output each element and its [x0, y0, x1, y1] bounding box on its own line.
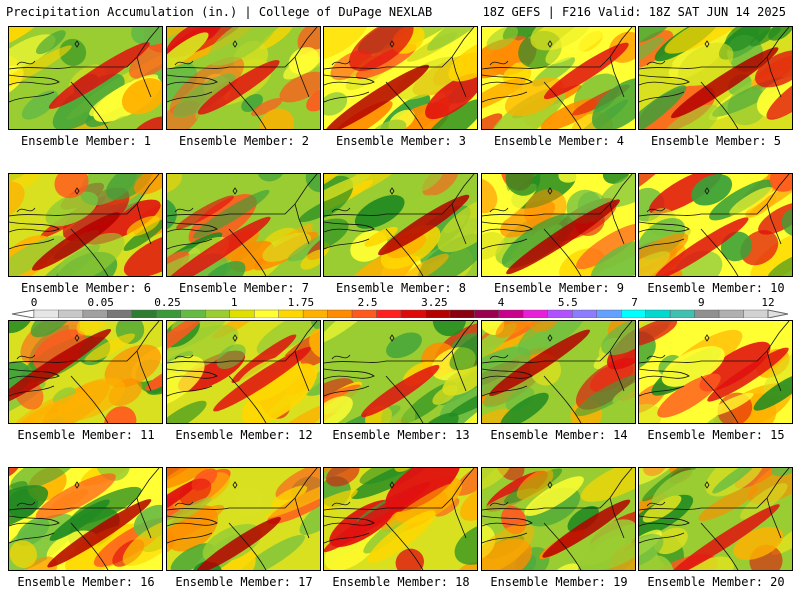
- member-map-panel: [638, 467, 793, 571]
- legend-arrow-left: [11, 309, 35, 318]
- member-label: Ensemble Member: 10: [647, 281, 785, 295]
- legend-tick-label: 1.75: [287, 296, 315, 309]
- legend-tick-label: 5.5: [557, 296, 578, 309]
- member-label: Ensemble Member: 17: [175, 575, 313, 589]
- member-label: Ensemble Member: 12: [175, 428, 313, 442]
- legend-tick-label: 0.25: [154, 296, 181, 309]
- member-map-panel: [166, 467, 321, 571]
- member-label: Ensemble Member: 15: [647, 428, 785, 442]
- legend-swatch: [449, 309, 475, 318]
- legend-swatch: [180, 309, 206, 318]
- legend-swatch: [425, 309, 451, 318]
- legend-tick-label: 7: [631, 296, 638, 309]
- legend-swatch: [523, 309, 549, 318]
- legend-tick-label: 0.05: [87, 296, 114, 309]
- member-map-panel: [166, 173, 321, 277]
- member-label: Ensemble Member: 18: [332, 575, 470, 589]
- legend-swatch: [33, 309, 59, 318]
- member-map-panel: [323, 173, 478, 277]
- legend-tick-label: 3.25: [421, 296, 448, 309]
- legend-swatch: [547, 309, 573, 318]
- member-label: Ensemble Member: 8: [335, 281, 467, 295]
- legend-swatch: [596, 309, 622, 318]
- legend-swatch: [302, 309, 328, 318]
- member-map-panel: [166, 320, 321, 424]
- legend-swatch: [351, 309, 377, 318]
- member-label: Ensemble Member: 14: [490, 428, 628, 442]
- member-map-panel: [166, 26, 321, 130]
- member-label: Ensemble Member: 4: [493, 134, 625, 148]
- legend-swatch: [82, 309, 108, 318]
- legend-swatch: [253, 309, 279, 318]
- member-map-panel: [638, 26, 793, 130]
- member-label: Ensemble Member: 13: [332, 428, 470, 442]
- member-map-panel: [323, 467, 478, 571]
- legend-swatch: [327, 309, 353, 318]
- legend-swatch: [156, 309, 182, 318]
- legend-tick-label: 1: [230, 296, 238, 309]
- member-map-panel: [323, 320, 478, 424]
- legend-swatch: [669, 309, 695, 318]
- legend-tick-label: 4: [497, 296, 505, 309]
- member-map-panel: [8, 26, 163, 130]
- member-map-panel: [8, 467, 163, 571]
- member-label: Ensemble Member: 9: [493, 281, 625, 295]
- member-map-panel: [481, 26, 636, 130]
- color-legend: [11, 309, 789, 318]
- member-label: Ensemble Member: 16: [17, 575, 155, 589]
- legend-swatch: [718, 309, 744, 318]
- legend-tick-label: 0: [30, 296, 38, 309]
- member-label: Ensemble Member: 2: [178, 134, 310, 148]
- member-label: Ensemble Member: 3: [335, 134, 467, 148]
- legend-tick-label: 12: [761, 296, 775, 309]
- member-label: Ensemble Member: 6: [20, 281, 152, 295]
- legend-swatch: [400, 309, 426, 318]
- legend-swatch: [205, 309, 230, 318]
- legend-swatch: [694, 309, 720, 318]
- legend-swatch: [58, 309, 84, 318]
- member-label: Ensemble Member: 1: [20, 134, 152, 148]
- legend-swatch: [498, 309, 524, 318]
- member-map-panel: [8, 320, 163, 424]
- legend-tick-label: 9: [697, 296, 705, 309]
- member-map-panel: [481, 467, 636, 571]
- legend-tick-label: 2.5: [357, 296, 378, 309]
- member-label: Ensemble Member: 20: [647, 575, 785, 589]
- run-info: 18Z GEFS | F216 Valid: 18Z SAT JUN 14 20…: [482, 5, 786, 19]
- legend-swatch: [621, 309, 646, 318]
- member-map-panel: [8, 173, 163, 277]
- member-map-panel: [638, 320, 793, 424]
- member-map-panel: [323, 26, 478, 130]
- legend-swatch: [278, 309, 304, 318]
- legend-swatch: [572, 309, 597, 318]
- member-map-panel: [481, 320, 636, 424]
- member-label: Ensemble Member: 5: [650, 134, 782, 148]
- legend-arrow-right: [767, 309, 789, 318]
- legend-swatch: [107, 309, 133, 318]
- legend-swatch: [474, 309, 500, 318]
- member-label: Ensemble Member: 11: [17, 428, 155, 442]
- legend-swatch: [376, 309, 402, 318]
- member-map-panel: [481, 173, 636, 277]
- map-title: Precipitation Accumulation (in.) | Colle…: [6, 5, 433, 19]
- member-label: Ensemble Member: 7: [178, 281, 310, 295]
- member-map-panel: [638, 173, 793, 277]
- legend-swatch: [743, 309, 769, 318]
- legend-swatch: [645, 309, 671, 318]
- member-label: Ensemble Member: 19: [490, 575, 628, 589]
- legend-swatch: [229, 309, 255, 318]
- legend-swatch: [131, 309, 157, 318]
